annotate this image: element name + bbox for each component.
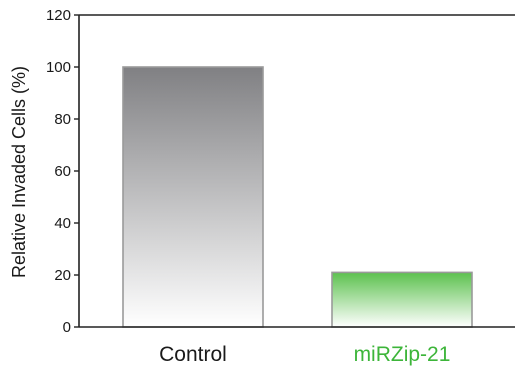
y-tick-label: 60	[54, 163, 71, 180]
bar-mirzip-21	[331, 271, 473, 328]
y-tick-label: 0	[63, 319, 71, 336]
bars-layer	[122, 66, 473, 328]
y-tick-label: 40	[54, 215, 71, 232]
category-label-mirzip-21: miRZip-21	[354, 343, 451, 366]
y-tick-label: 80	[54, 111, 71, 128]
y-tick-label: 20	[54, 267, 71, 284]
y-axis-title: Relative Invaded Cells (%)	[9, 66, 29, 278]
y-tick-label: 120	[46, 7, 71, 24]
category-labels: Control miRZip-21	[159, 343, 450, 366]
y-tick-label: 100	[46, 59, 71, 76]
bar-control	[122, 66, 264, 328]
y-ticks: 0 20 40 60 80 100 120	[46, 7, 79, 336]
category-label-control: Control	[159, 343, 227, 366]
